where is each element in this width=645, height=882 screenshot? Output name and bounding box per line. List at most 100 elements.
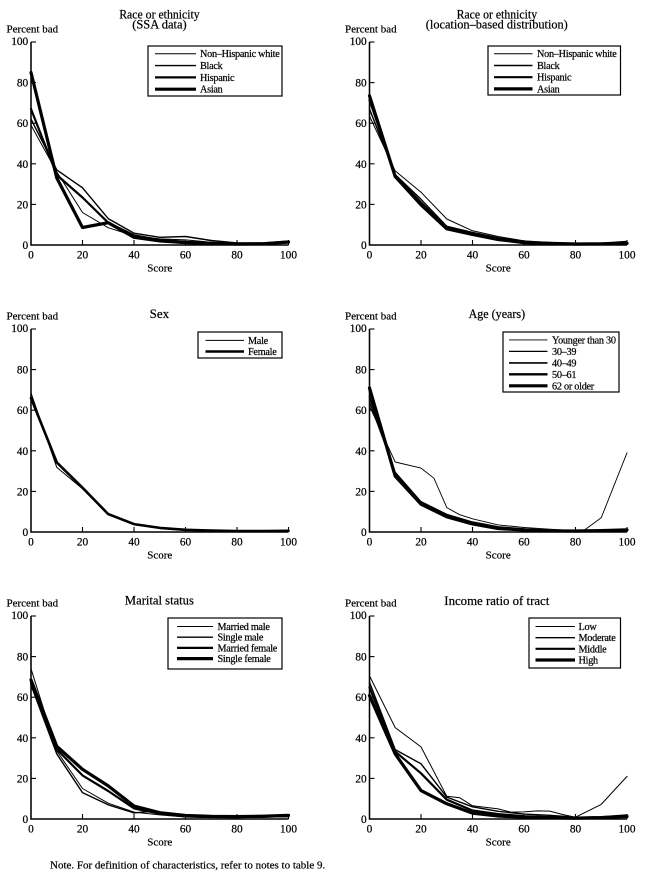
svg-text:Middle: Middle	[579, 644, 608, 655]
svg-text:62 or older: 62 or older	[552, 381, 595, 392]
svg-text:80: 80	[355, 78, 367, 90]
svg-text:0: 0	[367, 537, 373, 549]
svg-text:0: 0	[28, 824, 34, 836]
svg-text:40: 40	[128, 537, 140, 549]
svg-text:60: 60	[518, 824, 530, 836]
svg-text:80: 80	[231, 537, 243, 549]
svg-text:Black: Black	[537, 61, 561, 72]
svg-text:0: 0	[367, 824, 373, 836]
svg-text:20: 20	[77, 250, 89, 262]
svg-text:60: 60	[17, 118, 29, 130]
svg-text:40: 40	[17, 733, 29, 745]
svg-text:20: 20	[415, 250, 427, 262]
svg-text:60: 60	[355, 118, 367, 130]
svg-text:40: 40	[355, 446, 367, 458]
svg-text:Percent bad: Percent bad	[345, 311, 397, 323]
svg-text:Married male: Married male	[218, 622, 271, 633]
svg-text:80: 80	[570, 537, 582, 549]
svg-text:Percent bad: Percent bad	[345, 598, 397, 610]
svg-text:100: 100	[619, 824, 636, 836]
svg-text:Age (years): Age (years)	[469, 307, 525, 321]
svg-text:40: 40	[467, 250, 479, 262]
svg-text:20: 20	[17, 199, 29, 211]
svg-text:0: 0	[361, 240, 367, 252]
svg-text:Asian: Asian	[200, 85, 223, 96]
svg-text:80: 80	[17, 652, 29, 664]
svg-text:Single female: Single female	[218, 654, 272, 665]
svg-text:Married female: Married female	[218, 643, 278, 654]
svg-text:Score: Score	[147, 550, 172, 562]
svg-text:0: 0	[28, 537, 34, 549]
svg-text:20: 20	[17, 773, 29, 785]
svg-text:Single male: Single male	[218, 633, 264, 644]
svg-text:40: 40	[17, 159, 29, 171]
svg-text:40–49: 40–49	[552, 358, 576, 369]
svg-text:Percent bad: Percent bad	[345, 24, 397, 36]
svg-text:20: 20	[77, 537, 89, 549]
svg-text:(location–based distribution): (location–based distribution)	[426, 17, 568, 31]
svg-text:Asian: Asian	[537, 84, 560, 95]
svg-text:80: 80	[17, 78, 29, 90]
svg-text:(SSA data): (SSA data)	[132, 17, 187, 31]
svg-text:40: 40	[355, 733, 367, 745]
svg-text:0: 0	[23, 814, 29, 826]
svg-text:100: 100	[350, 323, 367, 335]
svg-text:Race or ethnicity: Race or ethnicity	[457, 8, 538, 22]
svg-text:0: 0	[361, 814, 367, 826]
svg-text:60: 60	[518, 250, 530, 262]
svg-text:60: 60	[180, 824, 192, 836]
svg-text:Score: Score	[486, 550, 511, 562]
svg-text:Hispanic: Hispanic	[537, 73, 572, 84]
svg-text:Percent bad: Percent bad	[7, 598, 59, 610]
svg-text:100: 100	[619, 250, 636, 262]
svg-text:0: 0	[361, 527, 367, 539]
svg-text:60: 60	[180, 250, 192, 262]
svg-text:0: 0	[23, 240, 29, 252]
svg-text:Younger than 30: Younger than 30	[552, 335, 616, 346]
svg-text:Score: Score	[147, 837, 172, 849]
svg-text:Non–Hispanic white: Non–Hispanic white	[200, 49, 280, 60]
svg-text:20: 20	[355, 773, 367, 785]
svg-text:100: 100	[350, 610, 367, 622]
svg-text:Percent bad: Percent bad	[7, 24, 59, 36]
svg-text:Note. For definition of charac: Note. For definition of characteristics,…	[50, 860, 325, 872]
svg-text:80: 80	[355, 652, 367, 664]
svg-text:40: 40	[17, 446, 29, 458]
svg-text:100: 100	[11, 323, 28, 335]
svg-text:Marital status: Marital status	[125, 594, 194, 608]
svg-text:0: 0	[23, 527, 29, 539]
svg-text:60: 60	[355, 405, 367, 417]
svg-text:40: 40	[128, 824, 140, 836]
svg-text:0: 0	[367, 250, 373, 262]
svg-text:60: 60	[180, 537, 192, 549]
svg-text:Score: Score	[486, 263, 511, 275]
svg-text:80: 80	[355, 365, 367, 377]
svg-text:Sex: Sex	[150, 307, 170, 321]
svg-text:60: 60	[518, 537, 530, 549]
svg-text:20: 20	[355, 486, 367, 498]
svg-text:Black: Black	[200, 61, 224, 72]
svg-text:100: 100	[280, 824, 297, 836]
svg-text:Hispanic: Hispanic	[200, 73, 235, 84]
svg-text:60: 60	[17, 405, 29, 417]
svg-text:80: 80	[570, 250, 582, 262]
svg-text:Non–Hispanic white: Non–Hispanic white	[537, 49, 617, 60]
svg-text:0: 0	[28, 250, 34, 262]
svg-text:40: 40	[467, 537, 479, 549]
svg-text:60: 60	[355, 692, 367, 704]
svg-text:100: 100	[280, 250, 297, 262]
svg-text:20: 20	[17, 486, 29, 498]
svg-text:High: High	[579, 656, 599, 667]
svg-text:40: 40	[355, 159, 367, 171]
svg-text:Race or ethnicity: Race or ethnicity	[119, 8, 200, 22]
svg-text:Score: Score	[486, 837, 511, 849]
svg-text:80: 80	[231, 824, 243, 836]
svg-text:30–39: 30–39	[552, 347, 576, 358]
svg-text:20: 20	[355, 199, 367, 211]
svg-text:100: 100	[350, 36, 367, 48]
svg-text:20: 20	[77, 824, 89, 836]
svg-text:60: 60	[17, 692, 29, 704]
svg-text:100: 100	[280, 537, 297, 549]
svg-text:40: 40	[128, 250, 140, 262]
svg-text:100: 100	[11, 36, 28, 48]
